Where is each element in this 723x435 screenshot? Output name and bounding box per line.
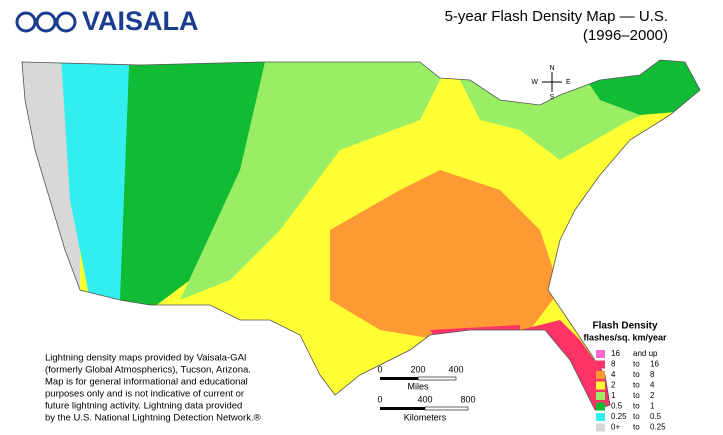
credit-line: purposes only and is not indicative of c… [45, 389, 244, 400]
legend-low: 0.5 [611, 402, 623, 411]
compass-w: W [531, 79, 538, 86]
legend-sep: to [633, 402, 640, 411]
legend-low: 0.25 [611, 412, 627, 421]
legend-sep: to [633, 360, 640, 369]
scale-tick: 800 [460, 394, 475, 404]
compass: N S E W [531, 65, 571, 101]
scale-tick: 0 [377, 364, 382, 374]
credit-line: future lightning activity. Lightning dat… [45, 401, 242, 412]
logo-text: VAISALA [82, 6, 199, 36]
credit: Lightning density maps provided by Vaisa… [45, 353, 261, 424]
legend-swatch [596, 381, 605, 390]
logo: VAISALA [15, 6, 199, 36]
legend-high: 0.25 [650, 423, 666, 432]
scale-unit: Miles [407, 381, 429, 391]
legend-high: 16 [650, 360, 659, 369]
title-years: (1996–2000) [583, 27, 668, 44]
legend-low: 8 [611, 360, 616, 369]
legend-high: 0.5 [650, 412, 662, 421]
legend-swatch [596, 350, 605, 358]
legend-swatch [596, 413, 605, 421]
legend-title: Flash Density [592, 321, 657, 332]
credit-line: Lightning density maps provided by Vaisa… [45, 353, 247, 364]
legend: 16 and up 8 to 16 4 to 8 2 to 4 1 to 2 0.5 to 1 0.25 to 0.5… [596, 349, 666, 432]
scale-tick: 400 [448, 364, 463, 374]
title: 5-year Flash Density Map — U.S. [445, 8, 668, 25]
map-outline [21, 59, 701, 411]
scale-tick: 400 [417, 394, 432, 404]
legend-sep: to [633, 381, 640, 390]
credit-line: Map is for general informational and edu… [45, 377, 248, 388]
legend-swatch [596, 423, 605, 432]
legend-sep: to [633, 370, 640, 379]
scale-tick: 0 [377, 394, 382, 404]
legend-subtitle: flashes/sq. km/year [583, 332, 667, 342]
legend-sep: to [633, 412, 640, 421]
legend-high: 4 [650, 381, 655, 390]
legend-swatch [596, 371, 605, 379]
credit-line: by the U.S. National Lightning Detection… [45, 413, 261, 424]
legend-low: 1 [611, 391, 616, 400]
legend-low: 0+ [611, 423, 620, 432]
legend-sep: to [633, 423, 640, 432]
legend-swatch [596, 392, 605, 400]
legend-low: 2 [611, 381, 616, 390]
compass-s: S [550, 94, 555, 101]
compass-n: N [549, 65, 554, 72]
legend-low: 4 [611, 370, 616, 379]
scale-bars: 0 200 400 Miles 0 400 800 Kilometers [377, 364, 475, 422]
scale-tick: 200 [410, 364, 425, 374]
legend-high: 8 [650, 370, 655, 379]
legend-high: 1 [650, 402, 655, 411]
legend-low: 16 [611, 349, 620, 358]
legend-high: 2 [650, 391, 655, 400]
scale-unit: Kilometers [404, 412, 447, 422]
legend-sep: to [633, 391, 640, 400]
legend-sep: and up [633, 349, 658, 358]
legend-swatch [596, 360, 605, 369]
credit-line: (formerly Global Atmospherics), Tucson, … [45, 365, 251, 376]
legend-swatch [596, 402, 605, 411]
compass-e: E [566, 79, 571, 86]
